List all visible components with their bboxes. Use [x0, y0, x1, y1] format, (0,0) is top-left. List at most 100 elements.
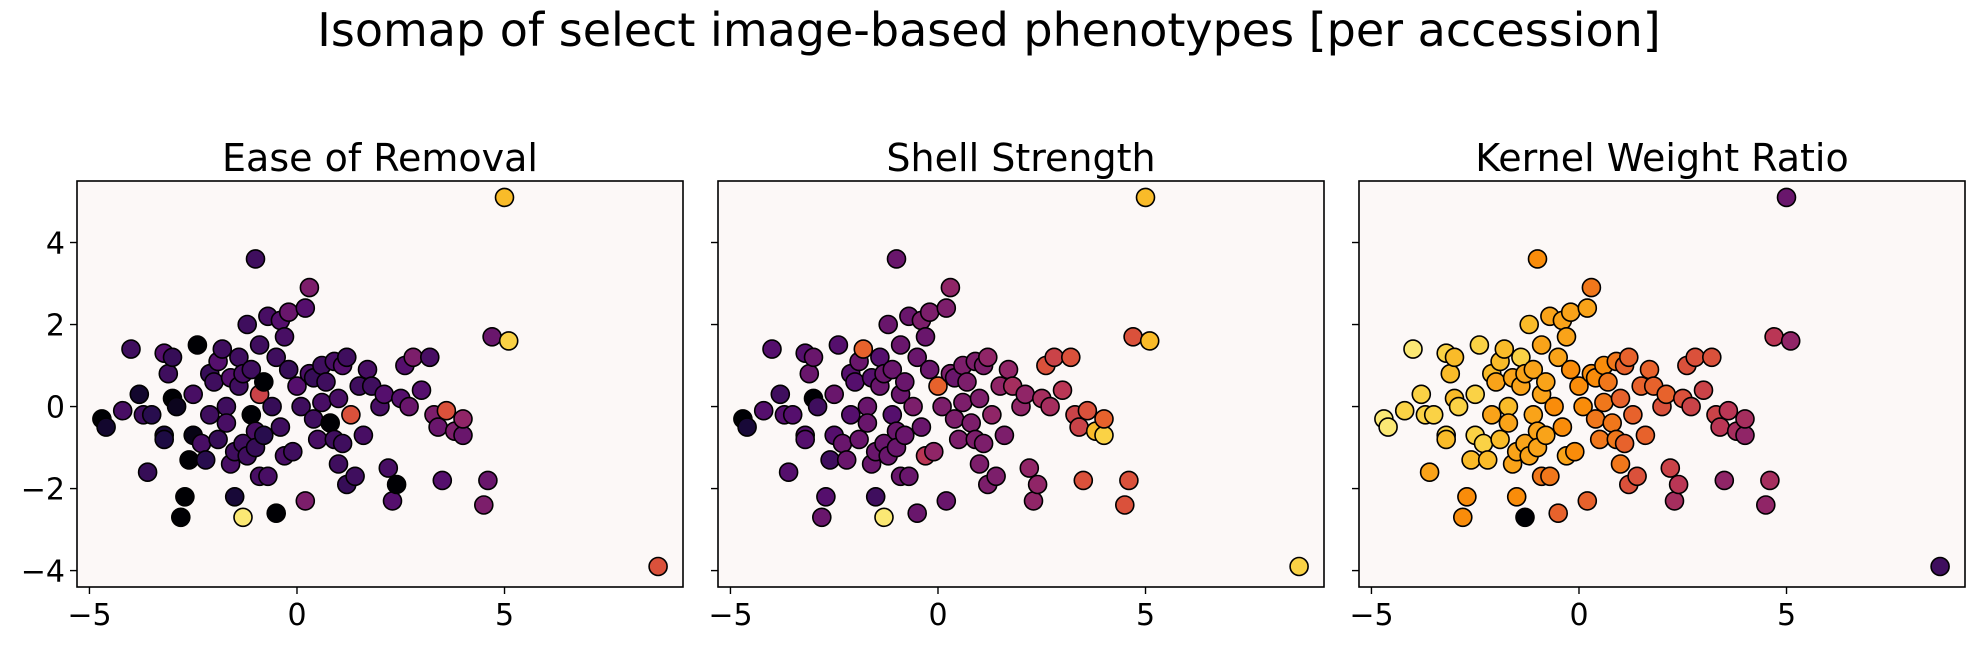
scatter-point [1548, 347, 1568, 368]
scatter-point [1052, 380, 1073, 401]
scatter-point [432, 470, 453, 491]
scatter-point [1589, 429, 1610, 450]
scatter-point [1411, 384, 1432, 405]
scatter-point [762, 339, 782, 359]
scatter-point [1077, 400, 1098, 421]
scatter-point [295, 298, 316, 318]
panel-shell-strength: Shell Strength −5 0 5 [708, 136, 1325, 633]
scatter-point [374, 384, 395, 405]
scatter-point [1930, 556, 1950, 577]
scatter-point [1494, 339, 1515, 359]
scatter-point [121, 339, 141, 359]
scatter-point [1556, 326, 1577, 347]
scatter-point [803, 347, 824, 368]
scatter-point [936, 491, 957, 511]
scatter-point [1403, 339, 1423, 359]
scatter-point [1602, 413, 1622, 433]
scatter-point [328, 388, 349, 409]
scatter-point [1019, 458, 1040, 478]
scatter-point [1552, 417, 1573, 437]
scatter-point [1482, 404, 1502, 425]
scatter-point [303, 409, 324, 429]
scatter-point [386, 474, 407, 495]
scatter-point [915, 326, 936, 347]
scatter-point [96, 417, 116, 437]
scatter-point [1440, 363, 1461, 384]
scatter-point [154, 429, 174, 450]
scatter-point [824, 384, 845, 405]
scatter-point [1523, 359, 1544, 380]
figure-suptitle: Isomap of select image-based phenotypes … [317, 3, 1660, 57]
scatter-point [357, 359, 378, 380]
scatter-point [1119, 470, 1139, 491]
scatter-point [894, 425, 915, 446]
scatter-point [944, 409, 965, 429]
scatter-point [1544, 396, 1564, 417]
scatter-point [1419, 462, 1440, 483]
scatter-point [840, 404, 861, 425]
scatter-point [436, 400, 457, 421]
scatter-point [1506, 486, 1527, 507]
scatter-point [1656, 384, 1676, 405]
scatter-point [973, 433, 994, 454]
scatter-point [419, 347, 440, 368]
scatter-point [212, 339, 233, 359]
scatter-point [1531, 335, 1552, 355]
scatter-point [1094, 425, 1114, 446]
scatter-point [1635, 425, 1656, 446]
scatter-point [1681, 396, 1701, 417]
y-tick-label: 0 [46, 391, 65, 426]
scatter-point [1139, 331, 1160, 351]
scatter-point [919, 359, 940, 380]
scatter-point [845, 372, 865, 392]
scatter-point [208, 429, 228, 450]
scatter-point [969, 454, 990, 474]
scatter-point [1756, 495, 1776, 515]
scatter-point [1735, 409, 1755, 429]
scatter-point [378, 458, 399, 478]
scatter-point [1477, 450, 1498, 470]
scatter-point [299, 277, 320, 298]
scatter-point [320, 413, 341, 433]
scatter-point [1693, 380, 1714, 401]
scatter-point [129, 384, 150, 405]
axis-ticks: −5 0 5 4 2 0 −2 −4 [21, 227, 514, 633]
scatter-point [932, 396, 952, 417]
scatter-point [191, 433, 212, 454]
scatter-point [1540, 466, 1560, 487]
x-tick-label: 0 [1569, 598, 1588, 633]
scatter-point [1560, 302, 1581, 323]
scatter-point [1486, 372, 1506, 392]
scatter-point [1094, 409, 1114, 429]
scatter-point [874, 507, 894, 528]
scatter-point [961, 413, 982, 433]
scatter-point [919, 302, 940, 323]
scatter-point [998, 359, 1019, 380]
scatter-point [1702, 347, 1722, 368]
panel-title: Kernel Weight Ratio [1475, 136, 1849, 180]
scatter-point [403, 347, 424, 368]
scatter-point [175, 486, 195, 507]
scatter-point [1453, 507, 1473, 528]
scatter-point [811, 507, 832, 528]
scatter-point [1069, 417, 1089, 437]
scatter-point [820, 450, 840, 470]
scatter-point [249, 335, 270, 355]
scatter-point [948, 429, 969, 450]
scatter-point [982, 404, 1002, 425]
scatter-point [1780, 331, 1801, 351]
scatter-point [1614, 433, 1635, 454]
scatter-point [399, 396, 419, 417]
scatter-point [1073, 470, 1094, 491]
x-tick-label: −5 [67, 598, 111, 633]
scatter-point [1436, 429, 1456, 450]
scatter-point [940, 277, 961, 298]
x-tick-label: −5 [1349, 598, 1393, 633]
scatter-point [1627, 466, 1647, 487]
scatter-point [1573, 396, 1593, 417]
scatter-point [1523, 404, 1544, 425]
scatter-point [816, 486, 836, 507]
scatter-point [1040, 396, 1060, 417]
scatter-point [923, 441, 944, 462]
plot-frame [76, 180, 684, 588]
